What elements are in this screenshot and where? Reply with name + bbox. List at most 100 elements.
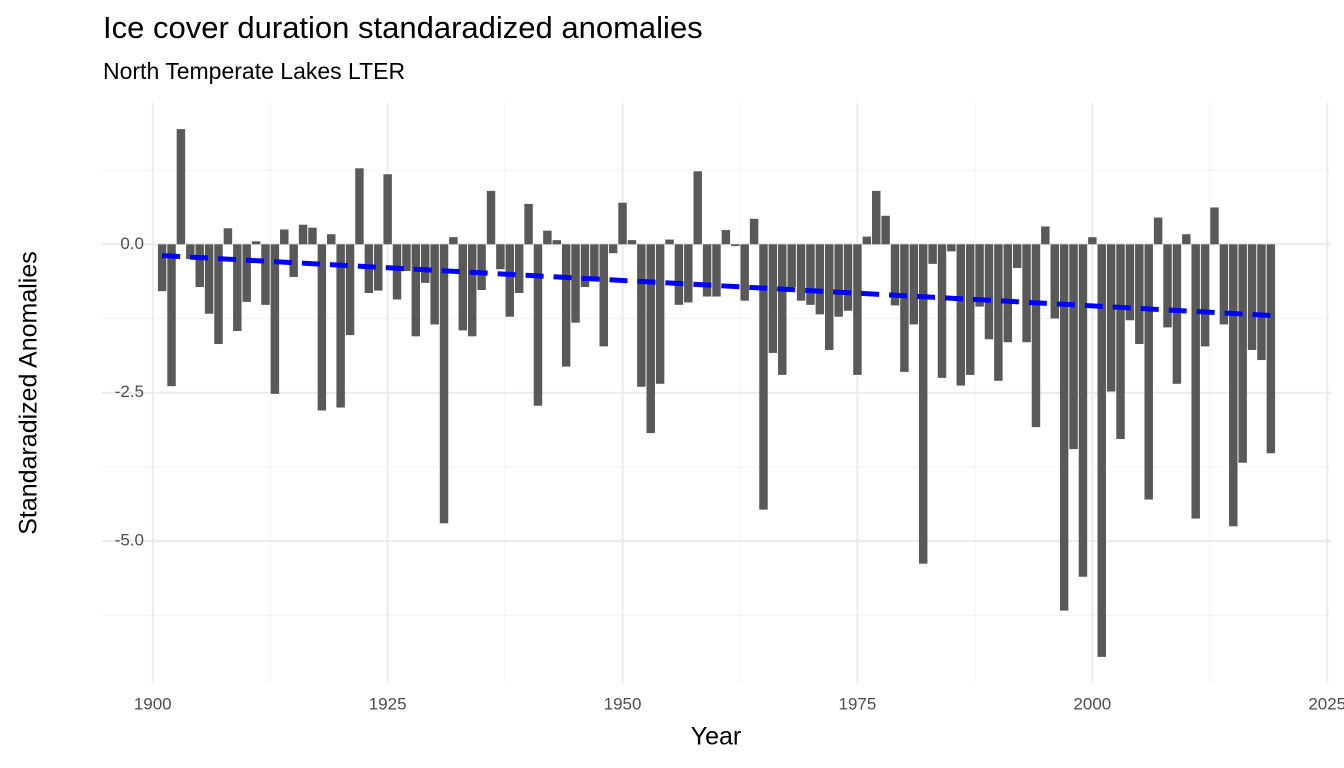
- bar: [204, 244, 214, 314]
- bar: [825, 244, 834, 350]
- bar: [702, 244, 712, 297]
- bar: [599, 244, 608, 347]
- bar: [1106, 244, 1116, 392]
- bar: [167, 244, 176, 387]
- bar: [1135, 244, 1144, 345]
- bar: [646, 244, 655, 434]
- bar: [956, 244, 966, 386]
- y-tick-label: -5.0: [115, 531, 144, 550]
- bar: [918, 244, 928, 564]
- bar: [994, 244, 1003, 381]
- bar: [505, 244, 515, 317]
- bar: [590, 244, 599, 282]
- bar: [768, 244, 778, 353]
- bar: [947, 244, 956, 252]
- bar: [298, 224, 308, 245]
- bar: [1078, 244, 1088, 577]
- bar: [1116, 244, 1125, 440]
- bar: [458, 244, 468, 331]
- bar: [1050, 244, 1059, 319]
- x-tick-label: 1900: [134, 694, 172, 713]
- bar: [467, 244, 477, 337]
- bar: [223, 228, 233, 245]
- bar: [984, 244, 994, 340]
- bar: [1022, 244, 1031, 343]
- bar: [157, 244, 167, 292]
- bar: [618, 202, 627, 245]
- bar: [900, 244, 909, 372]
- bar: [834, 244, 843, 317]
- y-tick-label: 0.0: [120, 234, 144, 253]
- x-axis-title: Year: [691, 723, 742, 751]
- bar: [214, 244, 223, 345]
- bar: [552, 240, 561, 245]
- bar: [1031, 244, 1041, 428]
- bar: [251, 241, 261, 245]
- bar: [721, 230, 731, 245]
- bar: [796, 244, 806, 301]
- trend-line: [161, 253, 1272, 319]
- chart-subtitle: North Temperate Lakes LTER: [103, 58, 405, 84]
- bar: [693, 171, 702, 245]
- bar: [787, 244, 796, 288]
- bar: [308, 227, 317, 245]
- x-tick-label: 1975: [839, 694, 877, 713]
- bar: [1172, 244, 1182, 384]
- bar: [1200, 244, 1210, 347]
- bar: [684, 244, 693, 303]
- bar: [815, 244, 825, 315]
- chart-title: Ice cover duration standaradized anomali…: [103, 10, 703, 45]
- bar: [1257, 244, 1266, 361]
- bar: [655, 244, 665, 384]
- x-tick-label: 1925: [369, 694, 407, 713]
- bar: [928, 244, 937, 264]
- bar: [486, 190, 496, 245]
- bar: [533, 244, 543, 406]
- bar: [524, 203, 533, 245]
- bar: [608, 244, 618, 254]
- bar: [543, 230, 552, 245]
- bar: [411, 244, 421, 337]
- bar: [1144, 244, 1153, 500]
- bar: [242, 244, 251, 302]
- bar: [862, 236, 872, 245]
- bar: [627, 240, 637, 245]
- bar: [1153, 217, 1163, 245]
- bar: [430, 244, 439, 325]
- bar: [1041, 226, 1050, 245]
- bar: [712, 244, 721, 297]
- x-tick-label: 2025: [1308, 694, 1344, 713]
- bar: [420, 244, 430, 283]
- bar: [477, 244, 486, 291]
- bar: [1012, 244, 1022, 269]
- bar: [1097, 244, 1106, 657]
- bar: [1229, 244, 1238, 527]
- bar: [909, 244, 919, 325]
- bar: [345, 244, 355, 336]
- x-tick-label: 1950: [604, 694, 642, 713]
- bar: [514, 244, 524, 293]
- bar: [327, 234, 336, 245]
- bar: [1125, 244, 1135, 321]
- bar: [1069, 244, 1078, 450]
- bar: [336, 244, 345, 408]
- bar: [1059, 244, 1069, 611]
- bar: [496, 244, 505, 270]
- bar: [872, 190, 881, 245]
- bar: [759, 244, 768, 510]
- bar: [1163, 244, 1172, 328]
- bar: [1266, 244, 1276, 454]
- bar: [1219, 244, 1229, 325]
- bar: [778, 244, 787, 375]
- bar: [1003, 244, 1013, 343]
- bar: [317, 244, 327, 411]
- bar: [289, 244, 298, 277]
- bar: [561, 244, 571, 367]
- bar: [392, 244, 402, 300]
- bar: [740, 244, 749, 301]
- bar: [1210, 207, 1219, 245]
- bar: [383, 174, 392, 245]
- bar: [571, 244, 580, 323]
- bar: [449, 237, 458, 245]
- y-axis-title: Standaradized Anomalies: [15, 251, 43, 535]
